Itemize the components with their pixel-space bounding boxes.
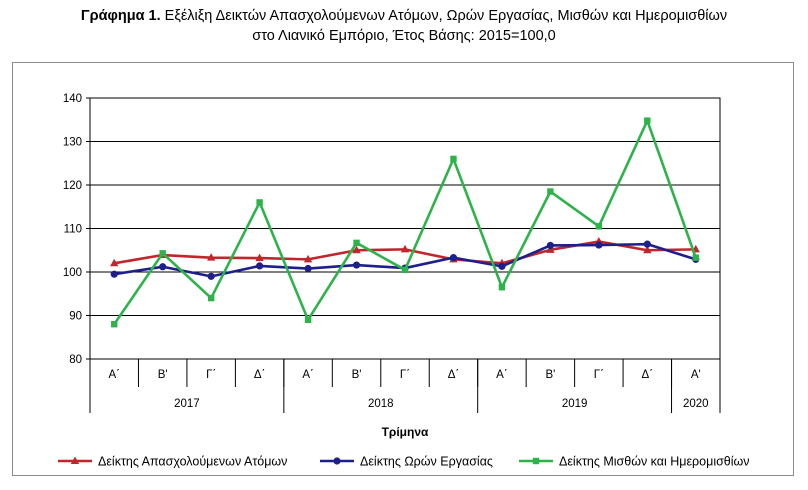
x-tick-label: Δ΄ [642,369,654,381]
y-tick-label: 140 [63,93,82,105]
legend-item: Δείκτης Μισθών και Ημερομισθίων [519,455,750,469]
x-axis: Α΄ Β' Γ΄ Δ΄ Α΄ Β' Γ΄ Δ΄ Α΄ Β' Γ΄ Δ΄ Α' 2017 2018 2019 20… [89,359,721,413]
x-tick-label: Γ΄ [206,369,216,381]
x-tick-label: Γ΄ [594,369,604,381]
x-tick-label: Δ΄ [448,369,460,381]
data-point [303,254,313,263]
series-group [110,117,700,328]
data-point [692,254,699,261]
series-3 [111,117,699,328]
x-tick-label: Α΄ [302,369,314,381]
legend-item: Δείκτης Ωρών Εργασίας [320,455,493,469]
series-line [113,119,697,325]
x-tick-label: Β' [352,369,362,381]
chart-title-line2: στο Λιανικό Εμπόριο, Έτος Βάσης: 2015=10… [252,28,556,44]
data-point [449,254,458,262]
chart-panel [12,62,794,476]
x-tick-label: Δ΄ [254,369,266,381]
data-point [547,188,554,195]
legend-swatch-marker [333,457,341,465]
data-point [111,321,118,328]
chart-title-main: Εξέλιξη Δεικτών Απασχολούμενων Ατόμων, Ω… [164,8,728,24]
data-point [256,199,263,206]
data-point [353,239,360,247]
legend-swatch-marker [70,456,80,464]
x-tick-label: Α΄ [496,369,508,381]
year-label: 2020 [683,398,709,410]
data-point [159,263,167,271]
data-point [206,253,216,261]
y-tick-label: 80 [69,354,82,366]
data-point [498,262,506,270]
y-tick-label: 100 [63,267,82,279]
data-point [595,241,603,249]
y-tick-label: 120 [63,180,82,192]
y-tick-label: 110 [64,224,82,236]
data-point [304,316,312,324]
data-point [110,258,119,267]
year-label: 2017 [174,398,200,410]
data-point [643,245,652,254]
data-point [644,117,651,124]
data-point [256,262,264,270]
data-point [352,261,361,269]
x-tick-label: Β' [158,369,168,381]
x-tick-label: Β' [545,369,555,381]
data-point [207,294,215,302]
data-point [595,223,603,230]
data-point [400,244,410,253]
year-label: 2019 [562,398,588,410]
data-point [110,270,118,278]
y-tick-label: 90 [69,311,82,323]
legend: Δείκτης Απασχολούμενων Ατόμων Δείκτης Ωρώ… [58,455,750,469]
data-point [159,250,166,257]
x-axis-label: Τρίμηνα [382,425,429,439]
x-tick-label: Α' [691,369,701,381]
data-point [498,284,506,291]
x-tick-label: Γ΄ [400,369,410,381]
legend-label: Δείκτης Μισθών και Ημερομισθίων [559,455,750,469]
data-point [643,240,651,248]
data-point [207,272,215,280]
chart-title: Γράφημα 1. Εξέλιξη Δεικτών Απασχολούμενω… [0,6,808,46]
y-tick-label: 130 [63,137,82,149]
legend-label: Δείκτης Απασχολούμενων Ατόμων [98,455,287,469]
data-point [304,264,312,273]
data-point [546,241,554,250]
x-tick-label: Α΄ [108,369,120,381]
series-1 [110,237,700,267]
data-point [546,245,555,253]
legend-swatch-marker [532,457,540,465]
legend-label: Δείκτης Ωρών Εργασίας [360,455,493,469]
legend-item: Δείκτης Απασχολούμενων Ατόμων [58,455,287,469]
data-point [255,253,264,262]
chart-title-lead: Γράφημα 1. [80,8,161,24]
data-point [401,266,409,274]
y-axis: 80 90 100 110 120 130 140 [63,93,90,366]
data-point [352,245,361,254]
data-point [450,155,457,163]
year-label: 2018 [368,398,394,410]
